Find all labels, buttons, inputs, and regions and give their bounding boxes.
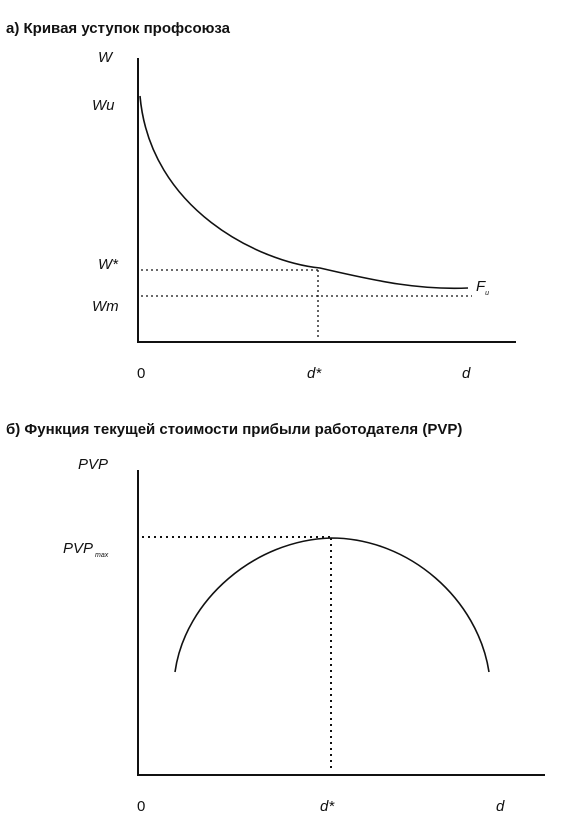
- panel-a-label-wstar: W*: [98, 256, 119, 273]
- panel-b-x-d: d: [496, 798, 505, 815]
- panel-a-label-wm: Wm: [92, 298, 119, 315]
- panel-b-x-zero: 0: [137, 798, 145, 815]
- panel-a-x-dstar: d*: [307, 365, 322, 382]
- panel-b-y-axis-label: PVP: [78, 456, 108, 473]
- panel-b-title: б) Функция текущей стоимости прибыли раб…: [6, 421, 462, 438]
- panel-a-x-zero: 0: [137, 365, 145, 382]
- panel-b-label-pvpmax: PVP max: [63, 540, 109, 559]
- union-concession-curve: [139, 95, 469, 290]
- panel-a-label-wu: Wu: [92, 97, 115, 114]
- panel-b-x-dstar: d*: [320, 798, 335, 815]
- panel-a-x-d: d: [462, 365, 471, 382]
- curve-label-fu: Fu: [476, 278, 489, 297]
- panel-a-title: а) Кривая уступок профсоюза: [6, 20, 231, 37]
- panel-a-y-axis-label: W: [98, 49, 114, 66]
